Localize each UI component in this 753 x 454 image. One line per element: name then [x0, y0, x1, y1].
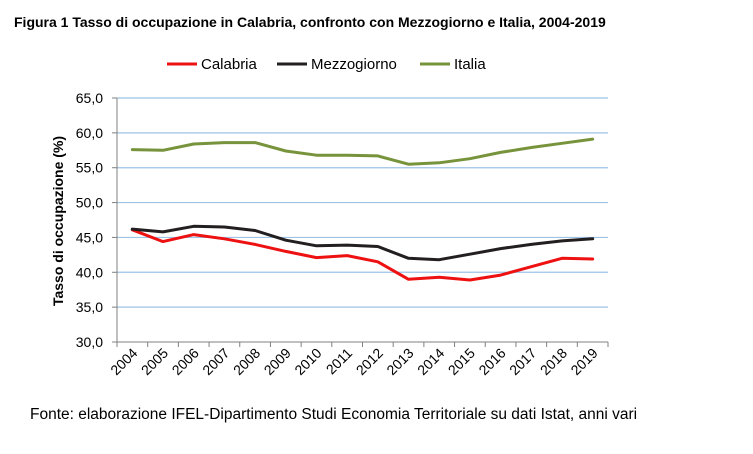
- x-tick-label: 2017: [506, 345, 539, 378]
- legend-label-calabria: Calabria: [201, 56, 258, 73]
- x-tick-label: 2019: [567, 345, 600, 378]
- series-lines: [130, 137, 595, 282]
- series-line-italia: [130, 137, 595, 166]
- x-tick-label: 2013: [383, 345, 416, 378]
- y-tick-label: 30,0: [76, 334, 103, 350]
- y-tick-label: 65,0: [76, 90, 103, 106]
- y-tick-label: 50,0: [76, 195, 103, 211]
- x-tick-label: 2006: [168, 345, 201, 378]
- x-tick-label: 2016: [475, 345, 508, 378]
- source-note: Fonte: elaborazione IFEL-Dipartimento St…: [30, 406, 638, 423]
- x-tick-label: 2011: [323, 345, 356, 378]
- gridlines: [117, 97, 608, 308]
- y-tick-label: 35,0: [76, 299, 103, 315]
- x-tick-label: 2008: [230, 345, 263, 378]
- y-tick-labels: 30,0 35,0 40,0 45,0 50,0 55,0 60,0 65,0: [76, 90, 103, 350]
- y-axis-label: Tasso di occupazione (%): [50, 136, 66, 306]
- y-tick-label: 40,0: [76, 264, 103, 280]
- figure-title: Figura 1 Tasso di occupazione in Calabri…: [14, 14, 606, 30]
- x-tick-label: 2004: [107, 345, 140, 378]
- axes: [112, 97, 609, 347]
- x-tick-labels: 2004200520062007200820092010201120122013…: [107, 345, 601, 378]
- legend: Calabria Mezzogiorno Italia: [167, 56, 486, 73]
- x-tick-label: 2010: [291, 345, 324, 378]
- y-tick-label: 60,0: [76, 125, 103, 141]
- x-tick-label: 2012: [353, 345, 386, 378]
- legend-label-mezzogiorno: Mezzogiorno: [311, 56, 397, 73]
- x-tick-label: 2015: [445, 345, 478, 378]
- y-tick-label: 45,0: [76, 229, 103, 245]
- series-line-calabria: [130, 228, 595, 282]
- x-tick-label: 2014: [414, 345, 447, 378]
- series-line-mezzogiorno: [130, 224, 595, 262]
- x-tick-label: 2005: [138, 345, 171, 378]
- x-tick-label: 2009: [261, 345, 294, 378]
- x-tick-label: 2007: [199, 345, 232, 378]
- y-tick-label: 55,0: [76, 160, 103, 176]
- x-tick-label: 2018: [537, 345, 570, 378]
- legend-label-italia: Italia: [454, 56, 486, 73]
